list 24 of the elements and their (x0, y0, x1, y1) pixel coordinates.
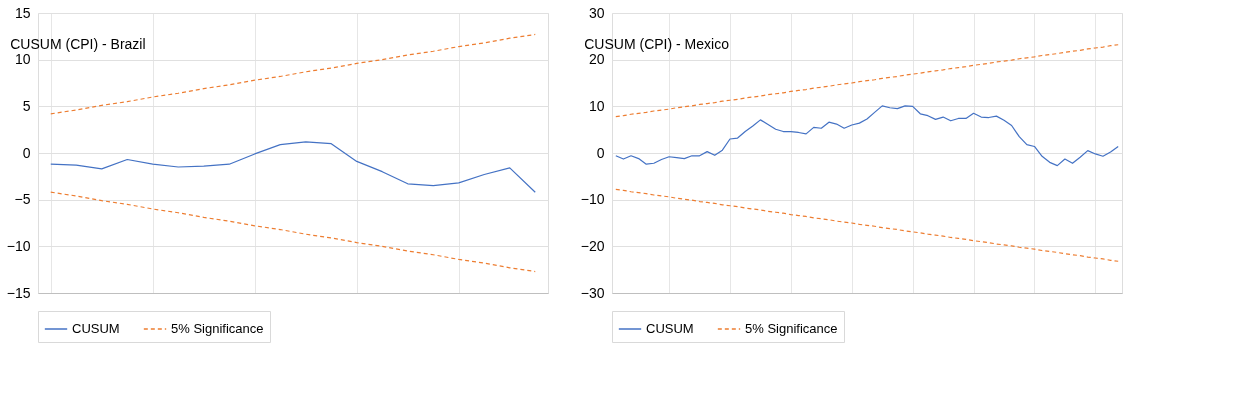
line-series (615, 105, 1119, 167)
y-tick-label: −20 (580, 237, 605, 254)
y-tick-label: 20 (588, 51, 605, 68)
y-tick-label: 5 (22, 97, 31, 114)
line-series (50, 141, 536, 193)
line-series (50, 191, 536, 273)
y-tick-label: −30 (580, 284, 605, 301)
y-tick-label: −15 (6, 284, 31, 301)
y-tick-label: 30 (588, 4, 605, 21)
y-tick-label: −10 (580, 191, 605, 208)
y-tick-label: −5 (14, 191, 31, 208)
line-series (615, 188, 1119, 262)
legend-label: 5% Significance (745, 321, 838, 336)
y-tick-label: 0 (22, 144, 31, 161)
y-tick-label: 0 (596, 144, 605, 161)
text: CUSUM (CPI) - Brazil (10, 36, 146, 52)
y-tick-label: 10 (14, 51, 31, 68)
legend-label: CUSUM (646, 321, 694, 336)
y-tick-label: 15 (14, 4, 31, 21)
legend-label: CUSUM (72, 321, 120, 336)
y-tick-label: −10 (6, 237, 31, 254)
text: CUSUM (CPI) - Mexico (584, 36, 730, 52)
legend-label: 5% Significance (171, 321, 264, 336)
y-tick-label: 10 (588, 97, 605, 114)
